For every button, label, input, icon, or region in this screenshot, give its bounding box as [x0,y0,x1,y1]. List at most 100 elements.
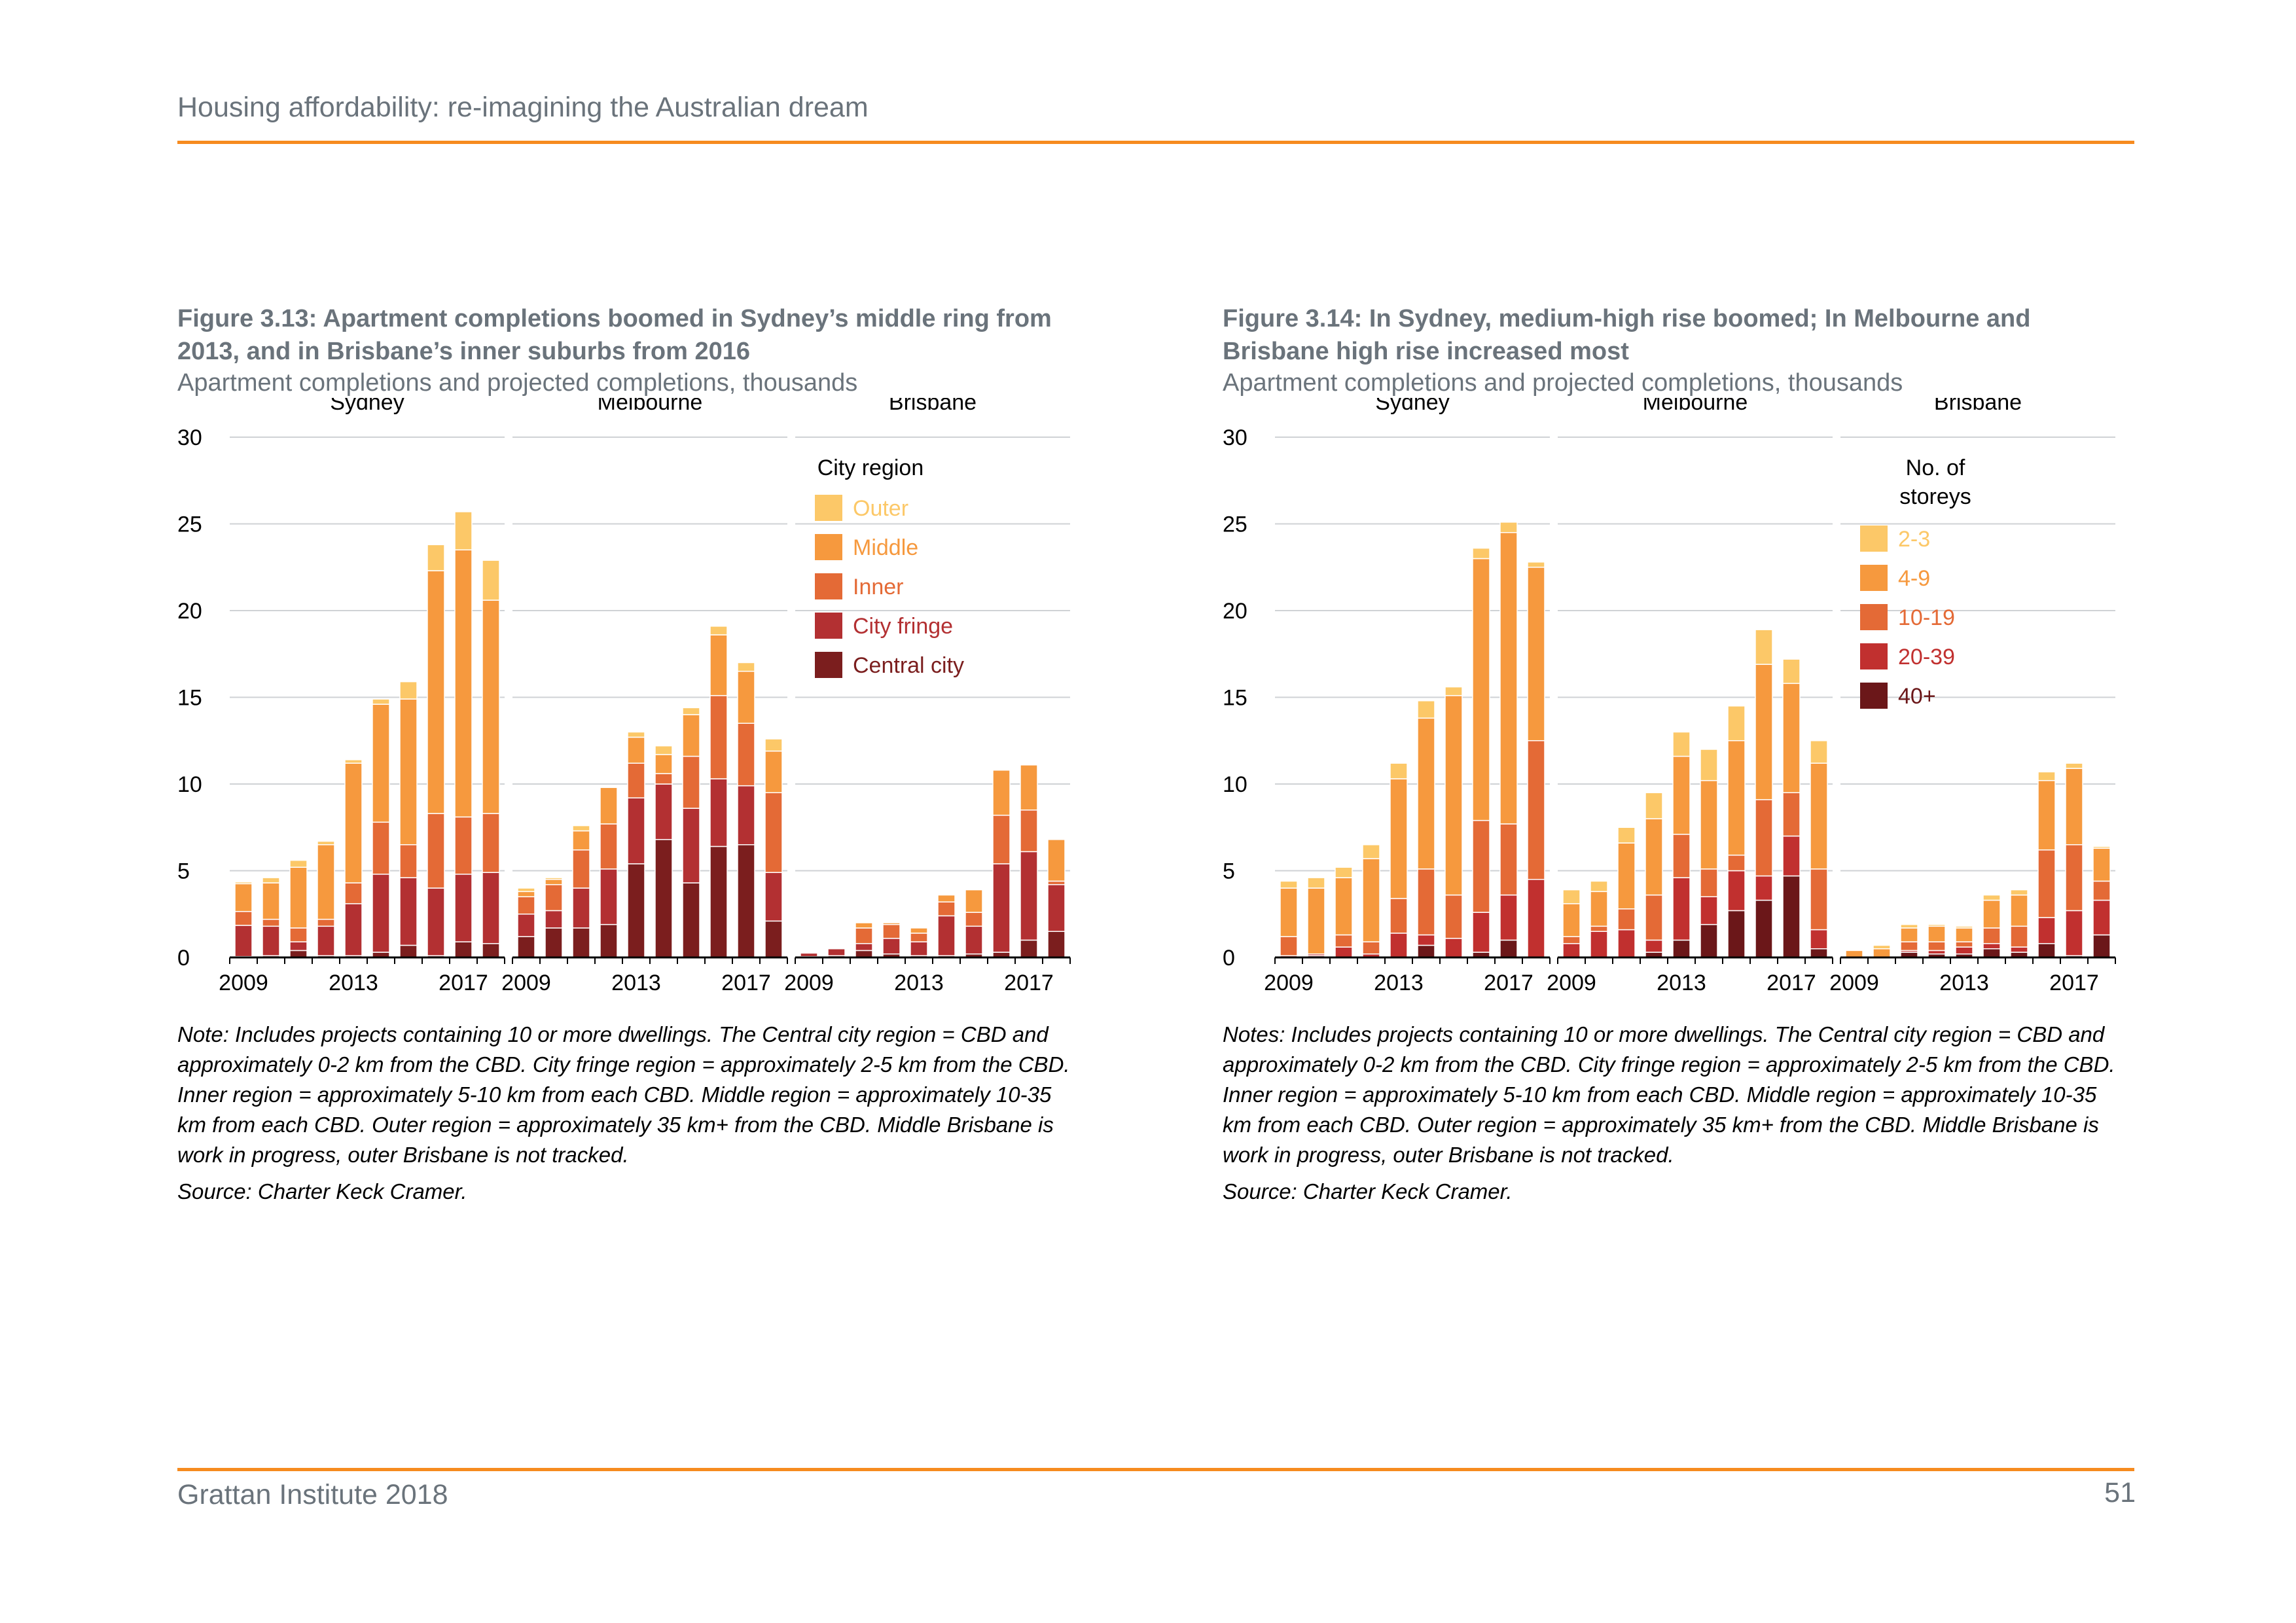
bar-segment [1444,894,1463,939]
x-tick-label: 2017 [721,971,771,995]
bar-segment [344,903,363,957]
figure-note: Note: Includes projects containing 10 or… [177,1022,1070,1167]
bar-segment [2037,779,2056,851]
y-tick-label: 30 [1223,425,1247,450]
bar-segment [1390,898,1408,934]
bar-segment [1782,683,1801,793]
bar-segment [655,754,673,774]
bar-segment [1928,950,1946,955]
bar-segment [627,797,645,865]
bar-segment [2092,846,2111,849]
bar-segment [2065,768,2083,846]
bar-segment [344,882,363,904]
bar-segment [517,896,535,915]
bar-segment [1562,889,1581,904]
legend-swatch [815,534,842,560]
bar-segment [937,901,956,917]
bar-segment [1727,870,1746,912]
bar-segment [1527,562,1545,568]
bar-segment [1645,792,1663,819]
y-tick-label: 25 [1223,512,1247,537]
bar-segment [262,925,280,957]
bar-segment [764,920,783,958]
bar-segment [1472,819,1490,913]
bar-segment [1672,755,1691,835]
figure-note: Notes: Includes projects containing 10 o… [1223,1022,2115,1167]
bar-segment [2092,899,2111,936]
bar-segment [1499,894,1518,941]
bar-segment [2065,762,2083,769]
bar-segment [737,662,755,672]
bar-segment [709,626,728,635]
bar-segment [2092,880,2111,901]
bar-segment [1672,834,1691,878]
bar-segment [800,952,818,957]
bar-segment [1617,842,1636,910]
y-tick-label: 0 [177,946,190,971]
bar-segment [344,762,363,883]
bar-segment [655,773,673,785]
bar-segment [2037,943,2056,958]
x-tick-label: 2013 [1374,971,1424,995]
legend-label: 4-9 [1898,566,1930,591]
bar-segment [2010,925,2028,948]
legend-swatch [1860,604,1888,630]
figure-source: Source: Charter Keck Cramer. [177,1179,467,1204]
bar-segment [572,830,590,851]
bar-segment [965,912,983,927]
bar-segment [317,918,335,927]
bar-segment [1928,923,1946,927]
bar-segment [454,874,473,942]
bar-segment [399,844,418,878]
bar-segment [1982,948,2001,958]
bar-segment [234,911,253,926]
y-tick-label: 15 [177,686,202,711]
bar-segment [427,813,445,889]
header-divider [177,141,2134,144]
bar-segment [234,881,253,885]
bar-segment [764,738,783,752]
bar-segment [1499,939,1518,958]
bar-segment [399,681,418,700]
bar-segment [1955,941,1973,948]
bar-segment [627,736,645,764]
bar-segment [289,950,308,958]
bar-segment [1280,887,1298,937]
x-tick-label: 2013 [1939,971,1989,995]
bar-segment [1727,910,1746,958]
bar-segment [482,560,500,601]
bar-segment [682,755,700,809]
panel-title: Melbourne [598,398,703,415]
bar-segment [317,925,335,957]
bar-segment [655,745,673,755]
y-tick-label: 5 [177,859,190,884]
bar-segment [1645,894,1663,941]
bar-segment [372,698,390,705]
bar-segment [1810,948,1828,958]
legend-swatch [1860,643,1888,669]
bar-segment [709,778,728,847]
bar-segment [682,707,700,715]
page-header: Housing affordability: re-imagining the … [177,92,869,123]
bar-segment [572,849,590,889]
figure-3-13: Figure 3.13: Apartment completions boome… [177,302,1081,1207]
chart-city-region: 0 5 10 15 20 25 30 Sydney 2009 2013 2017 Melbourne 2… [177,398,1071,995]
bar-segment [1417,717,1435,870]
bar-segment [1755,899,1773,958]
bar-segment [1727,740,1746,856]
bar-segment [682,808,700,883]
bar-segment [1755,664,1773,800]
bar-segment [1362,858,1380,942]
bar-segment [2010,889,2028,896]
bar-segment [2092,934,2111,958]
bar-segment [627,863,645,958]
bar-segment [1810,762,1828,870]
x-tick-label: 2009 [501,971,551,995]
bar-segment [764,872,783,922]
bar-segment [289,866,308,929]
legend-title-line: No. of [1906,455,1965,480]
bar-segment [627,731,645,738]
bar-segment [545,877,563,880]
bar-segment [1810,740,1828,764]
y-tick-label: 10 [177,772,202,797]
